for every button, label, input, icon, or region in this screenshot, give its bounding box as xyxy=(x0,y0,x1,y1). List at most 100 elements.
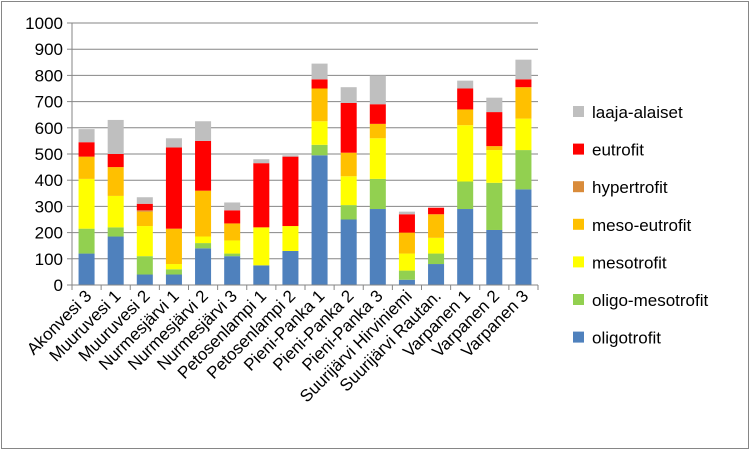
bar-segment-oligotrofit xyxy=(398,279,415,285)
legend: laaja-alaiset eutrofit hypertrofit meso-eut… xyxy=(573,103,708,348)
bar-segment-laaja-alaiset xyxy=(311,63,328,80)
legend-swatch-laaja-alaiset xyxy=(573,106,584,117)
bar-segment-oligotrofit xyxy=(311,155,328,285)
bar-segment-meso-eutrofit xyxy=(107,167,124,196)
bar-segment-oligo-mesotrofit xyxy=(340,205,357,220)
bar-segment-oligo-mesotrofit xyxy=(457,181,474,210)
bar-segment-eutrofit xyxy=(486,112,503,147)
bar-segment-oligotrofit xyxy=(136,274,153,285)
bar-segment-oligotrofit xyxy=(428,264,445,285)
bar-segment-meso-eutrofit xyxy=(136,211,153,227)
bar-segment-oligotrofit xyxy=(369,209,386,285)
bar-segment-laaja-alaiset xyxy=(398,211,415,215)
bar-segment-oligo-mesotrofit xyxy=(136,256,153,275)
bar-segment-oligotrofit xyxy=(78,253,95,285)
bar-segment-meso-eutrofit xyxy=(224,223,241,241)
bar-segment-oligo-mesotrofit xyxy=(107,227,124,237)
y-tick-label: 100 xyxy=(35,250,63,269)
bar-segment-oligo-mesotrofit xyxy=(369,178,386,210)
bar-segment-oligo-mesotrofit xyxy=(428,253,445,265)
bar-segment-eutrofit xyxy=(428,207,445,215)
bar-segment-laaja-alaiset xyxy=(107,119,124,154)
bar-segment-mesotrofit xyxy=(107,195,124,228)
legend-label: mesotrofit xyxy=(592,253,667,272)
bar-segment-oligotrofit xyxy=(165,274,182,285)
bar-segment-eutrofit xyxy=(457,88,474,110)
bar-segment-oligo-mesotrofit xyxy=(311,144,328,156)
bar-segment-eutrofit xyxy=(515,79,532,88)
bar-segment-mesotrofit xyxy=(369,138,386,179)
y-tick-label: 0 xyxy=(54,276,63,295)
bar-segment-eutrofit xyxy=(398,214,415,233)
legend-label: hypertrofit xyxy=(592,178,668,197)
bar-segment-oligotrofit xyxy=(486,229,503,285)
legend-label: oligo-mesotrofit xyxy=(592,291,708,310)
y-tick-label: 900 xyxy=(35,40,63,59)
bar-segment-laaja-alaiset xyxy=(282,155,299,157)
y-axis-ticks: 0 100 200 300 400 500 600 700 800 900 1000 xyxy=(25,14,72,295)
legend-label: laaja-alaiset xyxy=(592,103,683,122)
bar-segment-laaja-alaiset xyxy=(253,159,270,164)
bar-segment-meso-eutrofit xyxy=(457,109,474,126)
bar-segment-meso-eutrofit xyxy=(515,87,532,119)
bar-segment-mesotrofit xyxy=(165,264,182,270)
legend-swatch-hypertrofit xyxy=(573,181,584,193)
bar-segment-mesotrofit xyxy=(515,118,532,151)
legend-swatch-meso-eutrofit xyxy=(573,218,584,230)
bar-segment-laaja-alaiset xyxy=(340,87,357,103)
bar-segment-laaja-alaiset xyxy=(78,129,95,143)
bar-segment-eutrofit xyxy=(253,163,270,228)
bar-segment-hypertrofit xyxy=(136,210,153,212)
bar-segment-meso-eutrofit xyxy=(486,146,503,151)
bar-segment-eutrofit xyxy=(78,142,95,157)
bars xyxy=(78,59,532,285)
bar-segment-laaja-alaiset xyxy=(369,75,386,105)
y-tick-label: 200 xyxy=(35,224,63,243)
bar-segment-oligo-mesotrofit xyxy=(78,228,95,254)
bar-segment-meso-eutrofit xyxy=(311,88,328,122)
legend-swatch-oligo-mesotrofit xyxy=(573,294,584,305)
bar-segment-oligo-mesotrofit xyxy=(224,253,241,257)
bar-segment-meso-eutrofit xyxy=(428,214,445,238)
legend-swatch-mesotrofit xyxy=(573,256,584,268)
bar-segment-eutrofit xyxy=(136,203,153,211)
bar-segment-eutrofit xyxy=(282,156,299,227)
bar-segment-mesotrofit xyxy=(195,236,212,244)
legend-swatch-eutrofit xyxy=(573,143,584,155)
bar-segment-mesotrofit xyxy=(340,176,357,206)
bar-segment-oligo-mesotrofit xyxy=(398,270,415,280)
bar-segment-mesotrofit xyxy=(253,227,270,266)
bar-segment-mesotrofit xyxy=(224,240,241,254)
bar-segment-meso-eutrofit xyxy=(369,123,386,139)
bar-segment-oligo-mesotrofit xyxy=(165,269,182,275)
bar-segment-eutrofit xyxy=(195,140,212,191)
bar-segment-laaja-alaiset xyxy=(136,197,153,204)
bar-segment-oligotrofit xyxy=(340,219,357,285)
bar-segment-laaja-alaiset xyxy=(515,59,532,80)
bar-segment-laaja-alaiset xyxy=(486,97,503,113)
y-tick-label: 300 xyxy=(35,197,63,216)
legend-label: oligotrofit xyxy=(592,329,661,348)
bar-segment-mesotrofit xyxy=(78,178,95,229)
y-tick-label: 800 xyxy=(35,66,63,85)
bar-segment-mesotrofit xyxy=(136,226,153,257)
y-tick-label: 400 xyxy=(35,171,63,190)
bar-segment-oligotrofit xyxy=(253,265,270,285)
bar-segment-mesotrofit xyxy=(457,125,474,182)
bar-segment-laaja-alaiset xyxy=(457,80,474,89)
bar-segment-meso-eutrofit xyxy=(195,190,212,237)
bar-segment-meso-eutrofit xyxy=(340,152,357,177)
bar-segment-oligotrofit xyxy=(107,236,124,285)
y-tick-label: 600 xyxy=(35,119,63,138)
y-tick-label: 1000 xyxy=(25,14,63,33)
bar-segment-oligotrofit xyxy=(515,189,532,285)
bar-segment-mesotrofit xyxy=(428,237,445,254)
bar-segment-oligotrofit xyxy=(224,256,241,285)
y-tick-label: 500 xyxy=(35,145,63,164)
bar-segment-eutrofit xyxy=(165,147,182,229)
bar-segment-eutrofit xyxy=(369,104,386,124)
legend-label: meso-eutrofit xyxy=(592,216,691,235)
bar-segment-mesotrofit xyxy=(398,253,415,271)
bar-segment-mesotrofit xyxy=(486,150,503,183)
